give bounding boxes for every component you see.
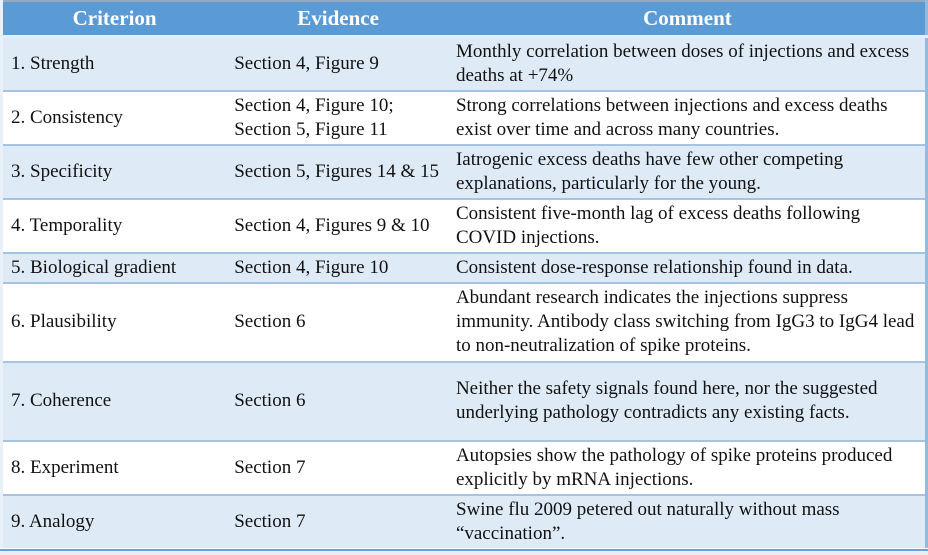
comment-cell: Iatrogenic excess deaths have few other … xyxy=(449,143,927,199)
criterion-cell: 7. Coherence xyxy=(1,360,227,441)
criterion-cell: 4. Temporality xyxy=(1,197,227,253)
criterion-cell: 2. Consistency xyxy=(1,89,227,145)
evidence-cell: Section 5, Figures 14 & 15 xyxy=(226,143,450,199)
criterion-cell: 1. Strength xyxy=(1,36,227,91)
table-row-experiment: 8. Experiment Section 7 Autopsies show t… xyxy=(1,439,927,495)
evidence-cell: Section 4, Figure 9 xyxy=(226,36,450,91)
table-row-plausibility: 6. Plausibility Section 6 Abundant resea… xyxy=(1,281,927,362)
comment-cell: Strong correlations between injections a… xyxy=(449,89,927,145)
criterion-cell: 3. Specificity xyxy=(1,143,227,199)
table-row-specificity: 3. Specificity Section 5, Figures 14 & 1… xyxy=(1,143,927,199)
evidence-cell: Section 4, Figure 10 xyxy=(226,251,450,283)
comment-cell: Swine flu 2009 petered out naturally wit… xyxy=(449,493,927,548)
comment-cell: Abundant research indicates the injectio… xyxy=(449,281,927,362)
evidence-cell: Section 4, Figures 9 & 10 xyxy=(226,197,450,253)
table-row-biological-gradient: 5. Biological gradient Section 4, Figure… xyxy=(1,251,927,283)
evidence-cell: Section 6 xyxy=(226,360,450,441)
evidence-cell: Section 7 xyxy=(226,493,450,548)
criterion-cell: 6. Plausibility xyxy=(1,281,227,362)
table-row-coherence: 7. Coherence Section 6 Neither the safet… xyxy=(1,360,927,441)
column-header-criterion: Criterion xyxy=(1,1,227,38)
table-row-analogy: 9. Analogy Section 7 Swine flu 2009 pete… xyxy=(1,493,927,548)
evidence-cell: Section 7 xyxy=(226,439,450,495)
table-row-strength: 1. Strength Section 4, Figure 9 Monthly … xyxy=(1,36,927,91)
criterion-cell: 9. Analogy xyxy=(1,493,227,548)
comment-cell: Monthly correlation between doses of inj… xyxy=(449,36,927,91)
table-header-row: Criterion Evidence Comment xyxy=(1,1,927,38)
column-header-comment: Comment xyxy=(449,1,927,38)
evidence-cell: Section 6 xyxy=(226,281,450,362)
comment-cell: Consistent dose-response relationship fo… xyxy=(449,251,927,283)
comment-cell: Consistent five-month lag of excess deat… xyxy=(449,197,927,253)
table-row-consistency: 2. Consistency Section 4, Figure 10; Sec… xyxy=(1,89,927,145)
comment-cell: Autopsies show the pathology of spike pr… xyxy=(449,439,927,495)
page-background-strip xyxy=(0,551,928,555)
criterion-cell: 5. Biological gradient xyxy=(1,251,227,283)
column-header-evidence: Evidence xyxy=(226,1,450,38)
comment-cell: Neither the safety signals found here, n… xyxy=(449,360,927,441)
criterion-cell: 8. Experiment xyxy=(1,439,227,495)
table-row-temporality: 4. Temporality Section 4, Figures 9 & 10… xyxy=(1,197,927,253)
evidence-cell: Section 4, Figure 10; Section 5, Figure … xyxy=(226,89,450,145)
table-bottom-border xyxy=(0,547,928,552)
